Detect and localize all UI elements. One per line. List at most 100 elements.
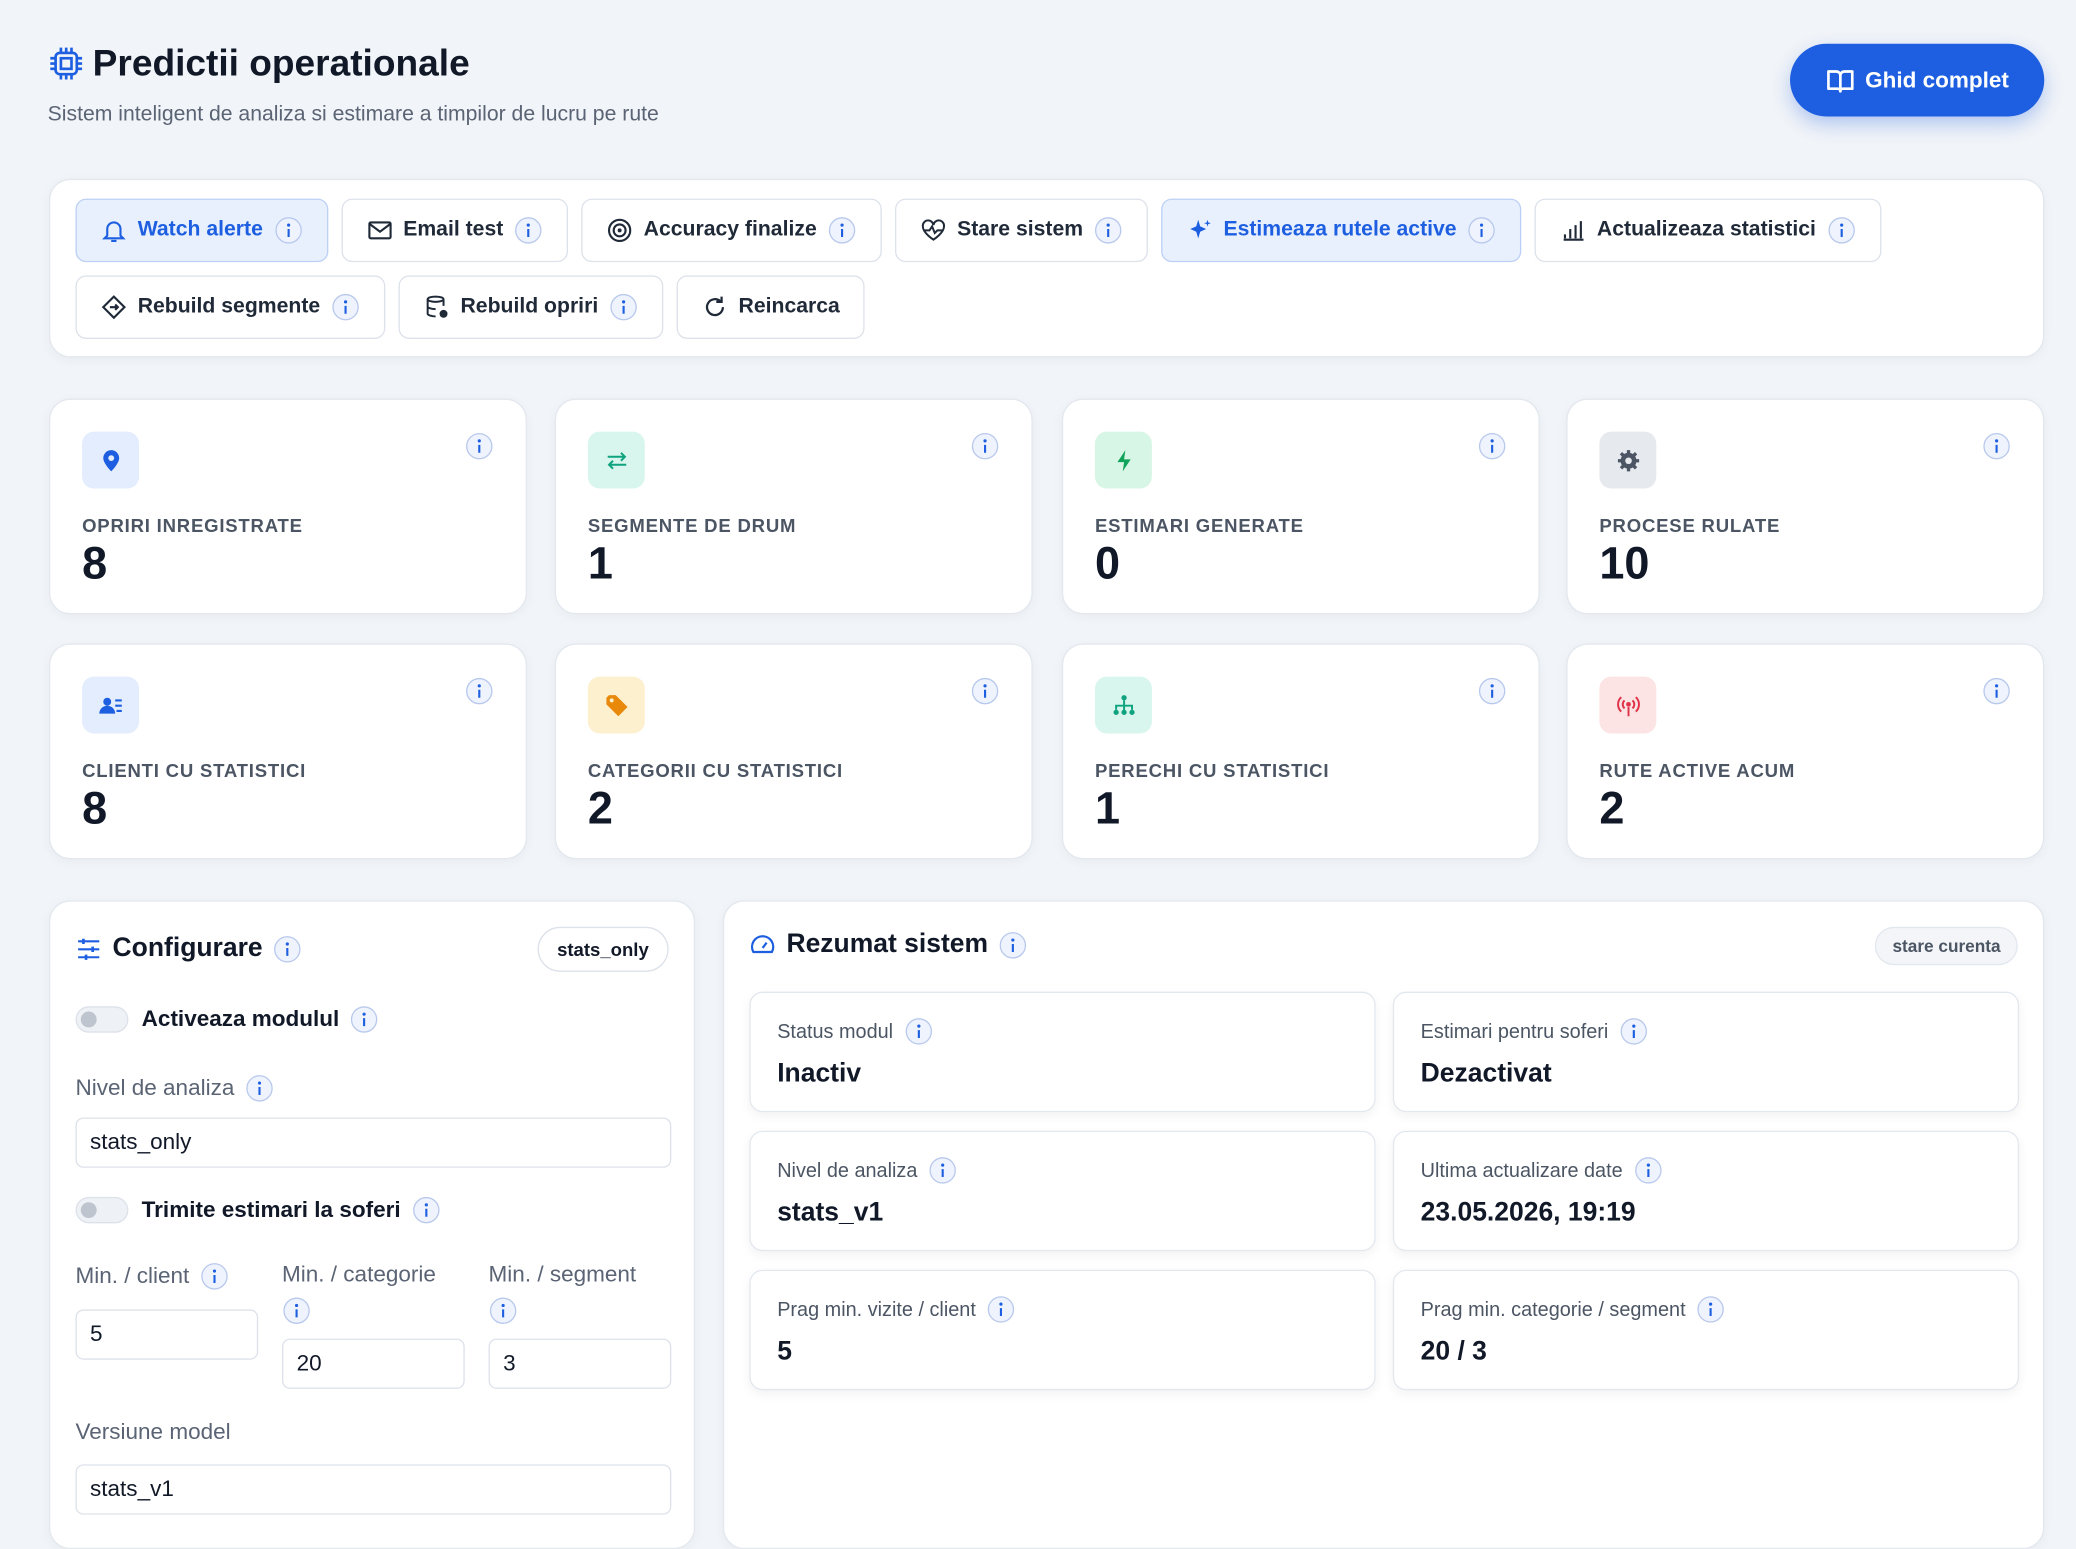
info-icon[interactable] (465, 432, 494, 461)
stat-label: RUTE ACTIVE ACUM (1599, 759, 1796, 782)
info-icon[interactable] (1478, 432, 1507, 461)
level-input[interactable]: stats_only (75, 1117, 672, 1168)
info-icon[interactable] (1982, 677, 2011, 706)
info-icon[interactable] (904, 1017, 933, 1046)
info-icon[interactable] (1827, 216, 1856, 245)
version-input[interactable]: stats_v1 (75, 1464, 672, 1515)
info-icon[interactable] (609, 293, 638, 322)
version-label-row: Versiune model (75, 1419, 230, 1445)
info-icon[interactable] (245, 1074, 274, 1103)
action-label: Estimeaza rutele active (1223, 218, 1457, 241)
action-button[interactable]: Accuracy finalize (581, 198, 882, 263)
threshold-input[interactable]: 3 (488, 1338, 672, 1389)
field-label: Min. / categorie (282, 1261, 436, 1287)
info-icon[interactable] (411, 1196, 440, 1225)
field-label: Min. / segment (488, 1261, 637, 1287)
info-icon[interactable] (1094, 216, 1123, 245)
stat-value: 2 (587, 783, 613, 835)
summary-panel: Rezumat sistem stare curenta Status modu… (722, 900, 2045, 1549)
summary-label: Status modul (777, 1020, 894, 1043)
info-icon[interactable] (273, 216, 302, 245)
level-label-row: Nivel de analiza (75, 1074, 274, 1103)
stat-value: 10 (1599, 538, 1650, 590)
guide-label: Ghid complet (1865, 66, 2009, 93)
gauge-icon (750, 934, 775, 953)
info-icon[interactable] (827, 216, 856, 245)
action-button[interactable]: Actualizeaza statistici (1534, 198, 1881, 263)
info-icon[interactable] (1982, 432, 2011, 461)
info-icon[interactable] (1633, 1156, 1662, 1185)
threshold-input[interactable]: 5 (75, 1309, 259, 1360)
summary-label: Nivel de analiza (777, 1159, 918, 1182)
action-icon (1190, 219, 1211, 239)
summary-card: Estimari pentru soferi Dezactivat (1392, 991, 2020, 1113)
summary-title: Rezumat sistem (786, 929, 989, 959)
stat-value: 8 (82, 538, 108, 590)
stat-icon (82, 676, 140, 734)
info-icon[interactable] (465, 677, 494, 706)
action-button[interactable]: Estimeaza rutele active (1161, 198, 1522, 263)
stat-value: 0 (1094, 538, 1121, 590)
action-label: Accuracy finalize (643, 218, 817, 241)
action-label: Stare sistem (957, 218, 1084, 241)
info-icon[interactable] (1619, 1017, 1648, 1046)
info-icon[interactable] (986, 1295, 1015, 1324)
summary-card: Prag min. categorie / segment 20 / 3 (1392, 1269, 2020, 1391)
threshold-field: Min. / segment 3 (488, 1261, 672, 1389)
action-icon (101, 295, 126, 320)
action-button[interactable]: Reincarca (676, 275, 865, 339)
stat-card: PROCESE RULATE 10 (1566, 398, 2045, 615)
stat-label: CATEGORII CU STATISTICI (587, 759, 843, 782)
threshold-input[interactable]: 20 (282, 1338, 465, 1389)
info-icon[interactable] (970, 432, 999, 461)
guide-button[interactable]: Ghid complet (1790, 43, 2045, 117)
summary-badge: stare curenta (1875, 926, 2018, 966)
stat-label: CLIENTI CU STATISTICI (82, 759, 307, 782)
stat-icon (1599, 676, 1657, 734)
config-header: Configurare (75, 933, 302, 963)
info-icon[interactable] (1467, 216, 1496, 245)
summary-value: 23.05.2026, 19:19 (1420, 1198, 1636, 1228)
info-icon[interactable] (1696, 1295, 1725, 1324)
stat-label: ESTIMARI GENERATE (1094, 515, 1304, 537)
field-label-row: Min. / client (75, 1262, 258, 1328)
field-label-row: Min. / categorie (282, 1262, 465, 1328)
info-icon[interactable] (273, 934, 302, 963)
info-icon[interactable] (1478, 677, 1507, 706)
action-button[interactable]: Watch alerte (75, 198, 328, 263)
summary-card: Prag min. vizite / client 5 (749, 1269, 1376, 1391)
action-icon (367, 221, 392, 240)
action-button[interactable]: Rebuild opriri (398, 275, 664, 339)
summary-card: Ultima actualizare date 23.05.2026, 19:19 (1392, 1130, 2020, 1252)
module-toggle[interactable] (75, 1006, 129, 1033)
info-icon[interactable] (999, 930, 1028, 959)
info-icon[interactable] (928, 1156, 957, 1185)
info-icon[interactable] (489, 1296, 518, 1325)
summary-label-row: Nivel de analiza (777, 1156, 1348, 1185)
page-title: Predictii operationale (48, 42, 470, 84)
info-icon[interactable] (970, 677, 999, 706)
stat-label: PROCESE RULATE (1599, 515, 1781, 537)
summary-label-row: Prag min. vizite / client (777, 1295, 1348, 1324)
info-icon[interactable] (331, 293, 360, 322)
info-icon[interactable] (514, 216, 543, 245)
summary-label: Ultima actualizare date (1420, 1159, 1623, 1182)
stat-glyph (102, 449, 119, 471)
config-panel: Configurare stats_only Activeaza modulul… (48, 900, 696, 1549)
action-button[interactable]: Email test (340, 198, 569, 263)
stat-card: SEGMENTE DE DRUM 1 (554, 398, 1033, 615)
toggle-label: Activeaza modulul (141, 1006, 340, 1032)
drivers-toggle[interactable] (75, 1196, 129, 1224)
action-button[interactable]: Stare sistem (894, 198, 1148, 263)
stat-card: CLIENTI CU STATISTICI 8 (48, 643, 527, 860)
stat-label: OPRIRI INREGISTRATE (82, 515, 303, 537)
info-icon[interactable] (350, 1005, 379, 1034)
stat-icon (1599, 431, 1657, 489)
action-button[interactable]: Rebuild segmente (75, 275, 386, 339)
action-label: Rebuild segmente (137, 295, 321, 318)
stat-icon (1094, 431, 1152, 489)
info-icon[interactable] (282, 1296, 311, 1325)
info-icon[interactable] (200, 1262, 229, 1291)
action-label: Watch alerte (137, 218, 263, 241)
